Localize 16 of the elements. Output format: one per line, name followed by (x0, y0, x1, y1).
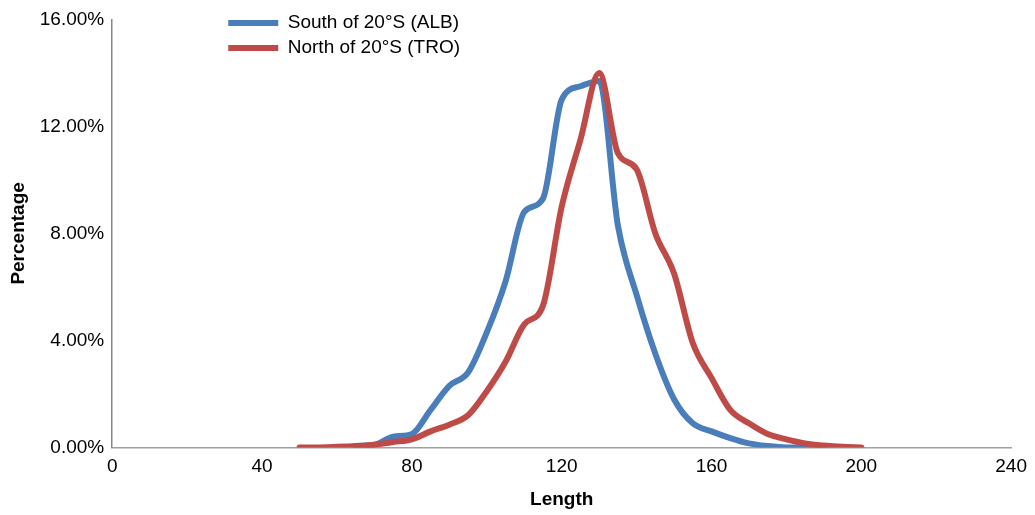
legend-label: North of 20°S (TRO) (287, 36, 461, 58)
x-tick-label: 240 (995, 455, 1027, 477)
y-tick-label: 0.00% (50, 435, 105, 457)
x-axis-title: Length (530, 487, 594, 509)
y-tick-label: 16.00% (39, 7, 105, 29)
y-tick-label: 4.00% (50, 328, 105, 350)
y-tick-label: 12.00% (39, 114, 105, 136)
y-tick-label: 8.00% (50, 221, 105, 243)
x-tick-label: 80 (401, 455, 423, 477)
y-axis-title: Percentage (6, 182, 28, 285)
x-tick-label: 200 (845, 455, 878, 477)
x-tick-label: 40 (251, 455, 273, 477)
legend-label: South of 20°S (ALB) (287, 11, 460, 33)
x-tick-label: 120 (545, 455, 578, 477)
x-tick-label: 160 (695, 455, 728, 477)
x-tick-label: 0 (106, 455, 118, 477)
